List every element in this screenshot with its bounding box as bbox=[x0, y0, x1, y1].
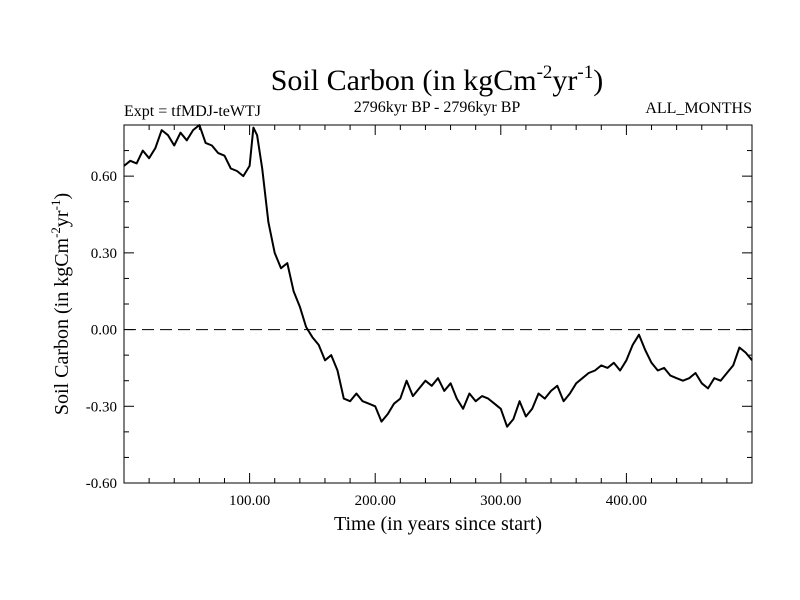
subtitle-experiment: Expt = tfMDJ-teWTJ bbox=[124, 103, 261, 120]
series-line-soil-carbon bbox=[123, 124, 753, 428]
y-axis-label: Soil Carbon (in kgCm-2yr-1) bbox=[48, 193, 73, 415]
x-tick-label: 300.00 bbox=[480, 493, 521, 509]
subtitle-period: 2796kyr BP - 2796kyr BP bbox=[354, 99, 521, 116]
y-tick-label: 0.60 bbox=[91, 169, 117, 185]
plot-frame bbox=[123, 124, 753, 484]
chart-title: Soil Carbon (in kgCm-2yr-1) bbox=[271, 62, 604, 97]
x-tick-label: 200.00 bbox=[355, 493, 396, 509]
y-tick-label: 0.00 bbox=[91, 323, 117, 339]
y-tick-label: -0.30 bbox=[86, 399, 117, 415]
y-tick-label: -0.60 bbox=[86, 476, 117, 492]
x-tick-label: 400.00 bbox=[606, 493, 647, 509]
tick-labels-layer: 100.00 200.00 300.00 400.00 -0.60 -0.30 0.00 0.… bbox=[86, 169, 647, 509]
x-tick-label: 100.00 bbox=[229, 493, 270, 509]
ticks-layer bbox=[124, 125, 752, 483]
x-axis-label: Time (in years since start) bbox=[334, 513, 542, 535]
subtitle-months: ALL_MONTHS bbox=[645, 100, 752, 117]
y-tick-label: 0.30 bbox=[91, 246, 117, 262]
